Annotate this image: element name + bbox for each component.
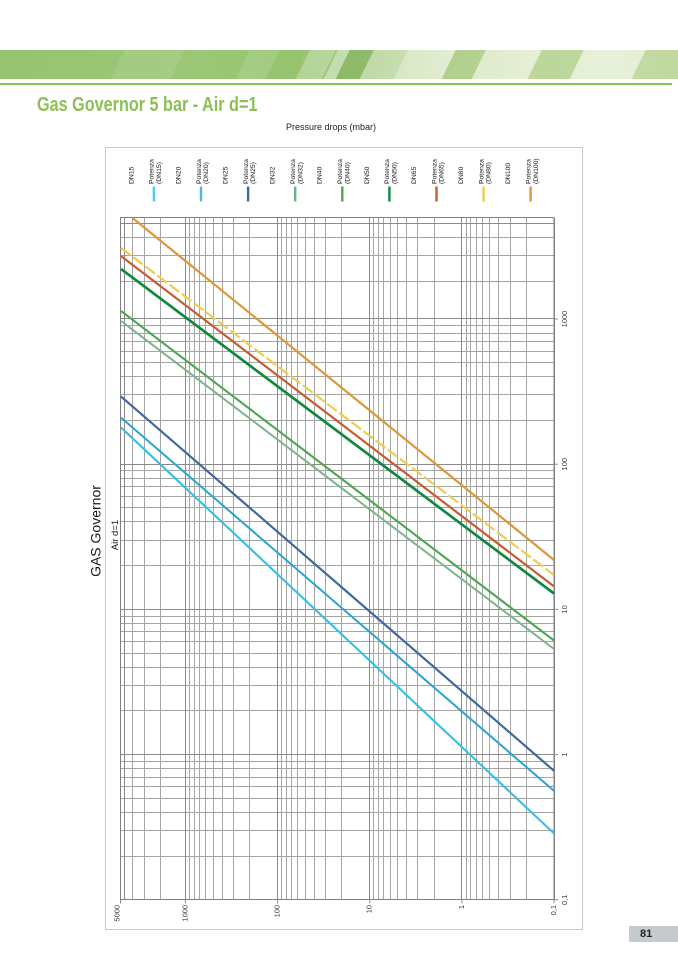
svg-text:(DN20): (DN20) bbox=[203, 162, 210, 184]
svg-text:(DN100): (DN100) bbox=[533, 158, 540, 184]
svg-text:(DN40): (DN40) bbox=[344, 162, 351, 184]
svg-text:GAS Governor: GAS Governor bbox=[88, 485, 104, 577]
svg-text:100: 100 bbox=[273, 905, 282, 918]
svg-text:DN100: DN100 bbox=[505, 163, 512, 184]
svg-text:5000: 5000 bbox=[112, 905, 121, 922]
svg-text:1: 1 bbox=[457, 905, 466, 909]
svg-text:Potenza: Potenza bbox=[525, 159, 532, 184]
svg-text:DN65: DN65 bbox=[411, 166, 418, 184]
svg-text:DN20: DN20 bbox=[175, 166, 182, 184]
svg-text:DN15: DN15 bbox=[128, 166, 135, 184]
svg-text:(DN25): (DN25) bbox=[250, 162, 257, 184]
svg-text:DN40: DN40 bbox=[317, 166, 324, 184]
svg-text:100: 100 bbox=[560, 458, 569, 471]
svg-text:0,1: 0,1 bbox=[549, 905, 558, 915]
svg-text:Potenza: Potenza bbox=[384, 159, 391, 184]
svg-text:10: 10 bbox=[365, 905, 374, 913]
svg-text:(DN15): (DN15) bbox=[156, 162, 163, 184]
svg-text:0,1: 0,1 bbox=[560, 895, 569, 905]
svg-text:DN50: DN50 bbox=[364, 166, 371, 184]
svg-text:1000: 1000 bbox=[180, 905, 189, 922]
svg-text:1: 1 bbox=[560, 753, 569, 757]
svg-text:DN25: DN25 bbox=[222, 166, 229, 184]
svg-text:Potenza: Potenza bbox=[243, 159, 250, 184]
svg-text:Potenza: Potenza bbox=[431, 159, 438, 184]
svg-text:Potenza: Potenza bbox=[290, 159, 297, 184]
svg-text:Air d=1: Air d=1 bbox=[110, 520, 121, 550]
svg-text:Potenza: Potenza bbox=[337, 159, 344, 184]
svg-text:(DN32): (DN32) bbox=[297, 162, 304, 184]
svg-text:Potenza: Potenza bbox=[478, 159, 485, 184]
svg-text:(DN50): (DN50) bbox=[392, 162, 399, 184]
svg-text:10: 10 bbox=[560, 605, 569, 613]
svg-text:DN80: DN80 bbox=[458, 166, 465, 184]
svg-text:Potenza: Potenza bbox=[196, 159, 203, 184]
svg-text:1000: 1000 bbox=[560, 311, 569, 328]
svg-text:(DN65): (DN65) bbox=[439, 162, 446, 184]
svg-text:DN32: DN32 bbox=[270, 166, 277, 184]
svg-text:Potenza: Potenza bbox=[149, 159, 156, 184]
svg-text:(DN80): (DN80) bbox=[486, 162, 493, 184]
